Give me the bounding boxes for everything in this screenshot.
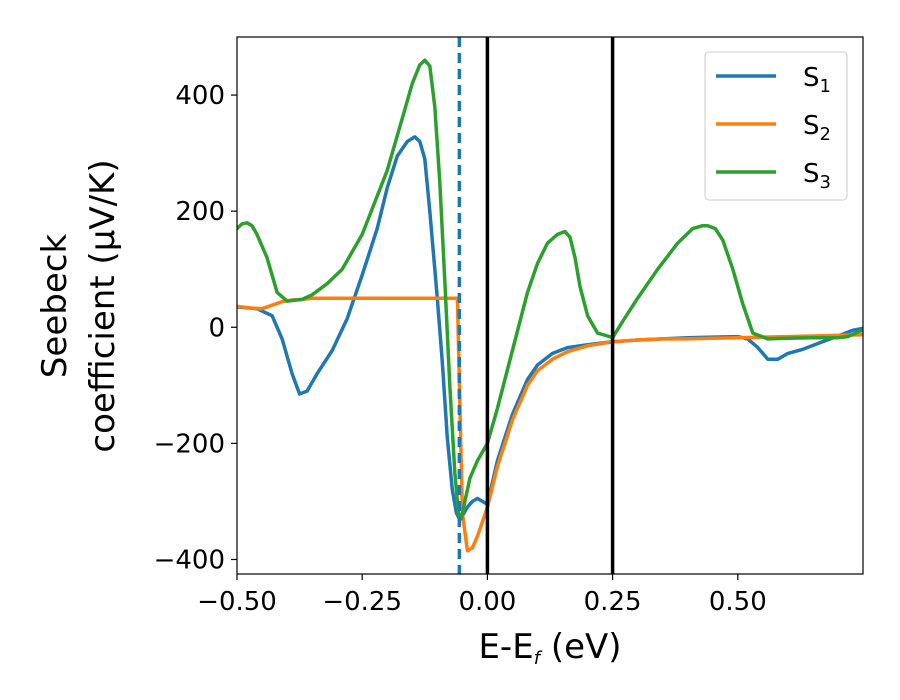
y-tick-label: −400: [154, 545, 225, 575]
plot-frame: [236, 36, 864, 575]
series-line-s1: [237, 135, 863, 521]
y-tick-label: 400: [175, 81, 225, 111]
legend-label-s2: S2: [803, 111, 831, 145]
x-tick-label: 0.25: [584, 587, 642, 617]
reference-lines-layer: [457, 37, 615, 574]
x-axis-ticks: −0.50 −0.25 0.00 0.25 0.50: [197, 574, 767, 617]
legend: S1 S2 S3: [704, 51, 848, 201]
legend-label-s1: S1: [803, 63, 831, 97]
series-layer: [237, 58, 863, 553]
y-axis-title-line2: coefficient (μV/K): [83, 159, 123, 452]
x-axis-title: E-Ef (eV): [478, 627, 621, 669]
x-tick-label: 0.00: [458, 587, 516, 617]
legend-label-s3: S3: [803, 159, 831, 193]
legend-box: [704, 51, 848, 201]
x-tick-label: 0.50: [709, 587, 767, 617]
y-axis-title-line1: Seebeck: [35, 234, 75, 379]
y-axis-ticks: −400 −200 0 200 400: [154, 81, 237, 575]
y-tick-label: −200: [154, 429, 225, 459]
y-tick-label: 200: [175, 197, 225, 227]
x-tick-label: −0.25: [322, 587, 402, 617]
x-tick-label: −0.50: [197, 587, 277, 617]
series-line-s2: [237, 296, 863, 553]
series-line-s3: [237, 58, 863, 521]
y-tick-label: 0: [208, 313, 225, 343]
